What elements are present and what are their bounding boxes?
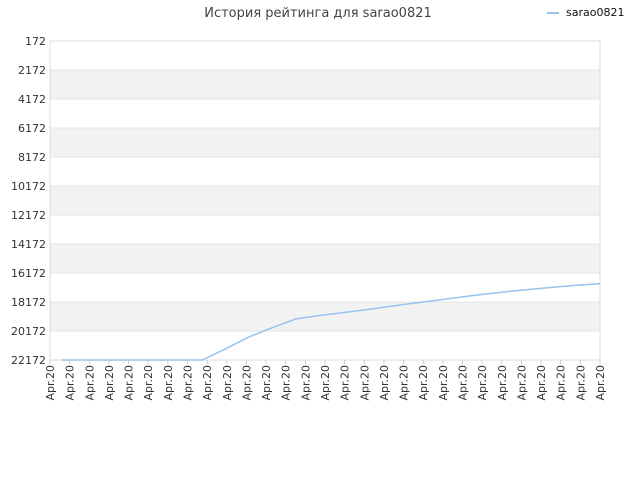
x-tick-label: Apr.20 xyxy=(378,365,391,401)
x-tick-label: Apr.20 xyxy=(594,365,607,401)
y-tick-label: 2172 xyxy=(18,64,46,77)
grid-band xyxy=(50,302,600,331)
x-tick-label: Apr.20 xyxy=(201,365,214,401)
x-tick-label: Apr.20 xyxy=(476,365,489,401)
x-axis: Apr.20 Apr.20 Apr.20 Apr.20 Apr.20 Apr.20 Apr.… xyxy=(44,360,607,401)
y-tick-label: 20172 xyxy=(11,325,46,338)
x-tick-label: Apr.20 xyxy=(64,365,77,401)
legend-label: sarao0821 xyxy=(566,6,624,19)
chart-title: История рейтинга для sarao0821 xyxy=(204,6,432,21)
y-tick-label: 12172 xyxy=(11,209,46,222)
x-tick-label: Apr.20 xyxy=(182,365,195,401)
x-tick-label: Apr.20 xyxy=(574,365,587,401)
series-layer xyxy=(62,282,601,361)
y-tick-label: 10172 xyxy=(11,180,46,193)
x-tick-label: Apr.20 xyxy=(162,365,175,401)
y-tick-label: 6172 xyxy=(18,122,46,135)
grid-band xyxy=(50,186,600,215)
x-tick-label: Apr.20 xyxy=(280,365,293,401)
y-axis: 172 2172 4172 6172 8172 10172 12172 14172 16172 1… xyxy=(11,35,46,367)
x-tick-label: Apr.20 xyxy=(221,365,234,401)
x-tick-label: Apr.20 xyxy=(457,365,470,401)
series-line-sarao0821 xyxy=(62,282,601,361)
grid-band xyxy=(50,70,600,99)
x-tick-label: Apr.20 xyxy=(496,365,509,401)
y-tick-label: 16172 xyxy=(11,267,46,280)
x-tick-label: Apr.20 xyxy=(555,365,568,401)
y-tick-label: 18172 xyxy=(11,296,46,309)
y-tick-label: 4172 xyxy=(18,93,46,106)
grid-band xyxy=(50,244,600,273)
x-tick-label: Apr.20 xyxy=(535,365,548,401)
x-tick-label: Apr.20 xyxy=(240,365,253,401)
legend: sarao0821 xyxy=(547,6,624,19)
x-tick-label: Apr.20 xyxy=(260,365,273,401)
x-tick-label: Apr.20 xyxy=(83,365,96,401)
x-tick-label: Apr.20 xyxy=(417,365,430,401)
x-tick-label: Apr.20 xyxy=(299,365,312,401)
x-tick-label: Apr.20 xyxy=(123,365,136,401)
x-tick-label: Apr.20 xyxy=(515,365,528,401)
grid-band xyxy=(50,128,600,157)
y-tick-label: 8172 xyxy=(18,151,46,164)
x-tick-label: Apr.20 xyxy=(437,365,450,401)
x-tick-label: Apr.20 xyxy=(319,365,332,401)
x-tick-label: Apr.20 xyxy=(358,365,371,401)
x-tick-label: Apr.20 xyxy=(339,365,352,401)
x-tick-label: Apr.20 xyxy=(142,365,155,401)
x-tick-label: Apr.20 xyxy=(398,365,411,401)
x-tick-label: Apr.20 xyxy=(44,365,57,401)
y-tick-label: 22172 xyxy=(11,354,46,367)
grid-bands xyxy=(50,70,600,331)
y-tick-label: 14172 xyxy=(11,238,46,251)
y-tick-label: 172 xyxy=(25,35,46,48)
x-tick-label: Apr.20 xyxy=(103,365,116,401)
